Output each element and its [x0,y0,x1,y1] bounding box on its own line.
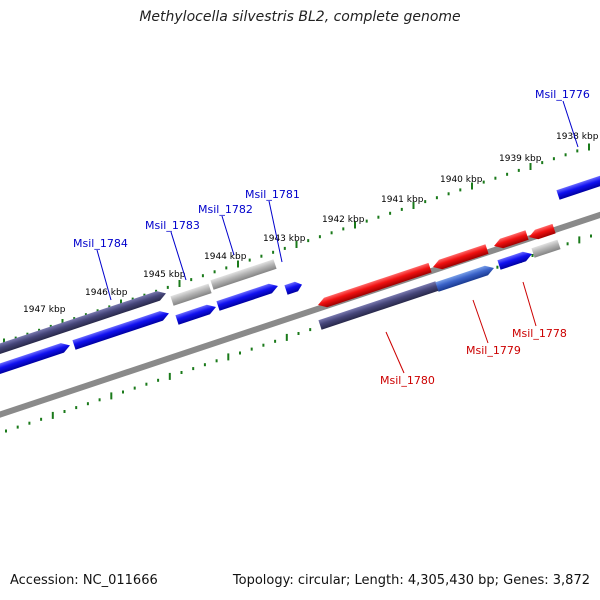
ruler-label-1941: 1941 kbp [381,195,424,205]
gene-label-msil-1781[interactable]: Msil_1781 [245,188,300,201]
gene-block-blue-1781[interactable] [284,280,303,295]
gene-block-blue-1776[interactable] [556,172,600,200]
gene-block-mid-1779[interactable] [435,263,495,292]
ruler-label-1940: 1940 kbp [440,175,483,185]
gene-label-msil-1779[interactable]: Msil_1779 [466,344,521,357]
gene-block-red-mid[interactable] [492,230,529,250]
ruler-label-1947: 1947 kbp [23,305,66,315]
leader-msil-1784 [96,249,112,301]
ruler-label-1944: 1944 kbp [204,252,247,262]
leader-msil-1780 [385,331,405,374]
gene-block-blue-1784[interactable] [72,309,170,350]
gene-block-dark-1780[interactable] [318,281,439,330]
gene-labels: Msil_1776 Msil_1781 Msil_1782 Msil_1783 … [73,88,590,387]
gene-block-blue-1778[interactable] [497,249,533,270]
gene-block-grey-1784[interactable] [170,283,212,306]
leader-msil-1778 [522,281,537,327]
gene-block-red-1778[interactable] [527,223,556,242]
genome-title: Methylocella silvestris BL2, complete ge… [139,9,461,25]
ruler-label-1942: 1942 kbp [322,215,365,225]
gene-track [0,172,600,377]
ruler-label-1938: 1938 kbp [556,132,599,142]
leader-msil-1783 [170,231,187,281]
gene-label-msil-1784[interactable]: Msil_1784 [73,237,128,250]
gene-block-grey-1777[interactable] [531,239,561,258]
gene-block-dark-left[interactable] [0,289,168,357]
label-leaders [96,100,579,374]
ruler-label-1946: 1946 kbp [85,288,128,298]
gene-block-blue-1782[interactable] [216,281,279,311]
ruler-label-1945: 1945 kbp [143,270,186,280]
gene-label-msil-1780[interactable]: Msil_1780 [380,374,435,387]
leader-msil-1781 [268,200,283,263]
ruler-label-1943: 1943 kbp [263,234,306,244]
leader-msil-1776 [562,100,579,148]
genome-backbone [0,190,600,437]
gene-label-msil-1783[interactable]: Msil_1783 [145,219,200,232]
gene-label-msil-1782[interactable]: Msil_1782 [198,203,253,216]
gene-block-blue-left[interactable] [0,341,72,377]
genome-summary-text: Topology: circular; Length: 4,305,430 bp… [232,573,590,588]
ruler-label-1939: 1939 kbp [499,154,542,164]
gene-block-red-1780[interactable] [316,262,432,310]
leader-msil-1779 [472,299,489,344]
gene-label-msil-1778[interactable]: Msil_1778 [512,327,567,340]
gene-block-red-1779[interactable] [431,244,489,271]
gene-block-grey-1783[interactable] [210,259,277,290]
gene-block-blue-1783[interactable] [175,302,217,325]
ruler-labels: 1938 kbp 1939 kbp 1940 kbp 1941 kbp 1942… [23,132,599,315]
accession-text: Accession: NC_011666 [10,573,158,588]
leader-msil-1782 [221,215,235,256]
gene-label-msil-1776[interactable]: Msil_1776 [535,88,590,101]
